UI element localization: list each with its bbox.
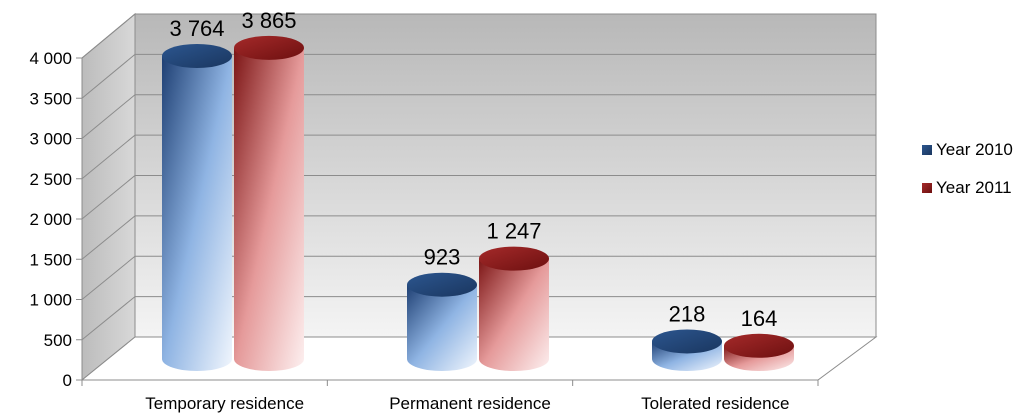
legend-label: Year 2011 [936, 178, 1012, 197]
bar-top [724, 333, 794, 358]
bar-body [162, 56, 232, 371]
legend-swatch [922, 145, 932, 155]
y-tick-label: 3 000 [29, 130, 72, 149]
bar-body [407, 284, 477, 371]
y-tick-label: 1 500 [29, 250, 72, 269]
x-tick-label: Tolerated residence [641, 394, 789, 413]
gridlines [81, 13, 876, 341]
bar [724, 333, 794, 371]
gridline [81, 215, 876, 260]
gridline [81, 53, 876, 99]
x-tick-label: Permanent residence [389, 394, 551, 413]
gridline [81, 94, 876, 139]
y-axis: 0 500 1 000 1 500 2 000 2 500 3 000 3 500 4 000 [29, 49, 83, 390]
bar-top [407, 272, 477, 297]
data-label: 1 247 [486, 219, 541, 244]
gridline [81, 134, 876, 180]
data-label: 218 [669, 301, 706, 326]
data-label: 3 865 [241, 8, 296, 33]
gridline [81, 255, 876, 300]
legend-label: Year 2010 [936, 140, 1013, 159]
y-tick-label: 4 000 [29, 49, 72, 68]
data-label: 3 764 [169, 16, 224, 41]
data-label: 923 [424, 245, 461, 270]
x-tick-label: Temporary residence [145, 394, 304, 413]
gridline [81, 175, 876, 220]
y-tick-label: 2 500 [29, 170, 72, 189]
x-axis: Temporary residence Permanent residence To… [81, 379, 819, 413]
bar-top [162, 44, 232, 68]
bar [652, 329, 722, 371]
data-labels: 3 764 3 865 923 1 247 218 164 [169, 8, 777, 331]
bar-top [652, 329, 722, 354]
bar-top [479, 246, 549, 271]
bar [407, 272, 477, 371]
bar [234, 35, 304, 371]
bars [162, 35, 794, 371]
gridline [81, 13, 876, 59]
bar [479, 246, 549, 371]
legend: Year 2010 Year 2011 [922, 140, 1013, 197]
bar-body [479, 258, 549, 371]
legend-swatch [922, 183, 932, 193]
y-tick-label: 2 000 [29, 210, 72, 229]
y-tick-label: 0 [63, 371, 72, 390]
bar [162, 44, 232, 371]
y-tick-label: 1 000 [29, 291, 72, 310]
y-tick-label: 500 [44, 331, 72, 350]
bar-top [234, 35, 304, 60]
bar-body [234, 47, 304, 371]
gridline [81, 296, 876, 341]
data-label: 164 [741, 306, 778, 331]
y-tick-label: 3 500 [29, 89, 72, 108]
